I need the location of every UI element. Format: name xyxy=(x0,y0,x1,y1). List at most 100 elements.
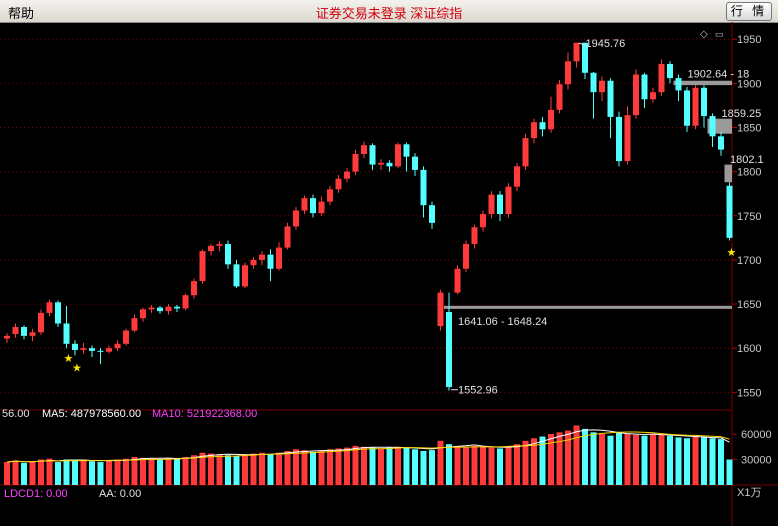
volume-bar xyxy=(675,437,682,485)
volume-bar xyxy=(284,451,291,485)
volume-bar xyxy=(463,447,469,485)
candle-up xyxy=(242,265,248,287)
candle-up xyxy=(437,292,444,327)
volume-bar xyxy=(335,448,342,485)
volume-bar xyxy=(582,428,588,485)
ldcd-label: LDCD1: 0.00 xyxy=(4,488,68,500)
candle-up xyxy=(548,109,554,130)
candle-down xyxy=(157,307,163,312)
volume-bar xyxy=(437,440,444,485)
volume-bar xyxy=(38,459,44,485)
candle-down xyxy=(267,254,274,269)
candle-up xyxy=(624,115,631,162)
candle-up xyxy=(301,198,308,211)
candle-down xyxy=(429,205,435,223)
candle-up xyxy=(208,245,214,252)
volume-bar xyxy=(599,434,605,485)
volume-tick-label: 60000 xyxy=(741,429,772,441)
volume-bar xyxy=(174,458,180,485)
candle-down xyxy=(412,156,418,170)
volume-bar xyxy=(454,445,461,485)
candle-up xyxy=(250,259,257,266)
candle-up xyxy=(318,201,325,214)
help-menu[interactable]: 帮助 xyxy=(8,6,35,21)
candle-up xyxy=(148,307,155,310)
candle-down xyxy=(607,80,614,117)
volume-bar xyxy=(242,454,248,485)
volume-bar xyxy=(607,435,614,485)
volume-bar xyxy=(522,440,529,485)
top-menu-bar: 帮助 证券交易未登录 深证综指 行 情 xyxy=(0,0,778,23)
volume-bar xyxy=(667,435,673,485)
volume-bar xyxy=(344,447,350,485)
candle-up xyxy=(276,247,282,269)
volume-bar xyxy=(106,460,112,485)
volume-bar xyxy=(658,434,665,485)
volume-bar xyxy=(55,462,61,485)
volume-bar xyxy=(633,434,639,485)
price-tick-label: 1750 xyxy=(737,211,761,223)
candle-up xyxy=(131,318,138,331)
candle-up xyxy=(556,84,563,110)
candle-up xyxy=(454,268,461,293)
volume-bar xyxy=(267,454,274,485)
candle-up xyxy=(4,335,10,339)
candle-up xyxy=(480,214,486,228)
candle-down xyxy=(63,323,70,344)
candle-down xyxy=(21,327,27,336)
volume-bar xyxy=(123,458,129,485)
candle-up xyxy=(344,171,350,179)
volume-bar xyxy=(318,451,325,485)
candle-down xyxy=(97,350,104,352)
volume-bar xyxy=(641,435,648,485)
volume-bar xyxy=(590,432,597,485)
candle-up xyxy=(692,87,699,126)
candle-down xyxy=(446,312,452,388)
candle-up xyxy=(29,332,36,336)
candle-up xyxy=(199,251,206,282)
volume-bar xyxy=(182,456,189,485)
volume-bar xyxy=(131,456,138,485)
candle-down xyxy=(539,122,546,130)
candle-up xyxy=(327,189,333,202)
volume-panel: 56.00 MA5: 487978560.00 MA10: 521922368.00… xyxy=(2,408,772,499)
volume-bar xyxy=(293,449,299,485)
candle-down xyxy=(420,169,427,206)
candle-up xyxy=(46,302,53,313)
volume-bar xyxy=(63,459,70,485)
market-quote-button[interactable]: 行 情 xyxy=(726,2,772,21)
volume-bar xyxy=(395,446,401,485)
volume-bar xyxy=(531,438,537,485)
volume-bar xyxy=(497,448,503,485)
price-annotation-label: 1859.25 xyxy=(722,108,762,120)
price-tick-label: 1650 xyxy=(737,299,761,311)
candle-down xyxy=(369,145,376,165)
candle-down xyxy=(590,72,597,93)
volume-prefix-label: 56.00 xyxy=(2,408,30,420)
candle-down xyxy=(616,116,622,162)
candle-down xyxy=(55,302,61,324)
volume-bar xyxy=(573,425,580,485)
candle-up xyxy=(106,348,112,352)
price-axis: 1950 1900 1850 1800 1750 1700 1650 1600 1550 xyxy=(732,34,761,399)
price-tick-label: 1600 xyxy=(737,343,761,355)
candle-up xyxy=(650,92,656,100)
candle-down xyxy=(718,136,724,150)
volume-bar xyxy=(488,447,495,485)
candle-down xyxy=(709,116,716,137)
candle-up xyxy=(573,42,580,62)
price-annotation-label: 1902.64 - 18 xyxy=(688,68,750,80)
volume-ma-line xyxy=(6,431,730,463)
indicator-panel: LDCD1: 0.00 AA: 0.00 xyxy=(4,488,141,500)
candle-down xyxy=(641,74,648,100)
volume-bar xyxy=(361,446,367,485)
price-annotation-label: 1945.76 xyxy=(586,38,626,50)
marker-star-icon: ★ xyxy=(72,363,82,375)
candle-up xyxy=(488,194,495,215)
aa-label: AA: 0.00 xyxy=(99,488,141,500)
volume-bar xyxy=(216,454,223,485)
volume-bar xyxy=(429,450,435,485)
ma5-label: MA5: 487978560.00 xyxy=(42,408,141,420)
candle-up xyxy=(259,254,265,260)
